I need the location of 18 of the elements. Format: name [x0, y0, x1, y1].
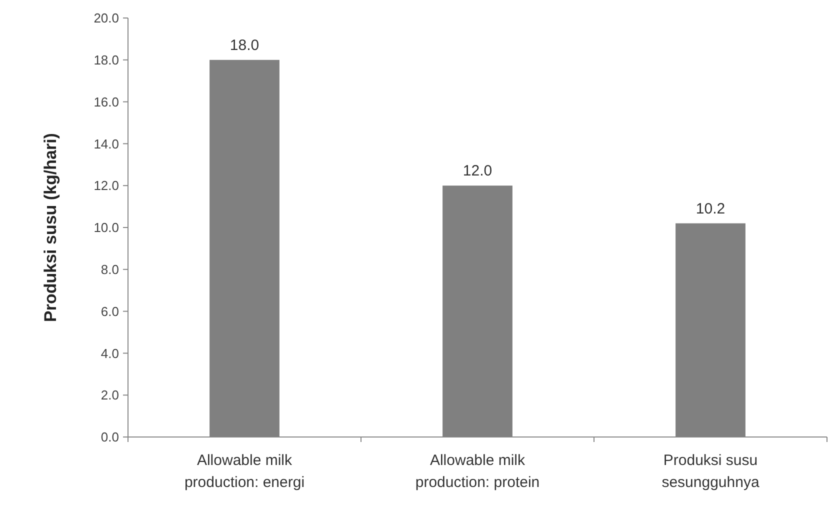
data-label: 12.0 — [462, 162, 492, 180]
x-tick-label: Allowable milk production: protein — [415, 452, 540, 491]
x-tick-label: Allowable milk production: energi — [184, 452, 305, 491]
y-tick-label: 20.0 — [94, 10, 119, 26]
data-label: 10.2 — [696, 200, 726, 218]
y-tick-label: 4.0 — [100, 346, 119, 361]
y-tick-label: 2.0 — [100, 388, 119, 403]
x-tick-label: Produksi susu sesungguhnya — [662, 452, 760, 491]
y-tick-label: 14.0 — [94, 136, 119, 152]
y-axis-title: Produksi susu (kg/hari) — [41, 133, 60, 322]
y-tick-label: 0.0 — [100, 430, 119, 445]
y-tick-label: 12.0 — [94, 178, 119, 194]
y-tick-label: 18.0 — [94, 52, 119, 68]
y-tick-label: 16.0 — [94, 94, 119, 110]
data-label: 18.0 — [230, 36, 260, 54]
y-tick-label: 10.0 — [94, 220, 119, 236]
y-tick-label: 8.0 — [100, 262, 119, 277]
y-tick-label: 6.0 — [100, 304, 119, 319]
